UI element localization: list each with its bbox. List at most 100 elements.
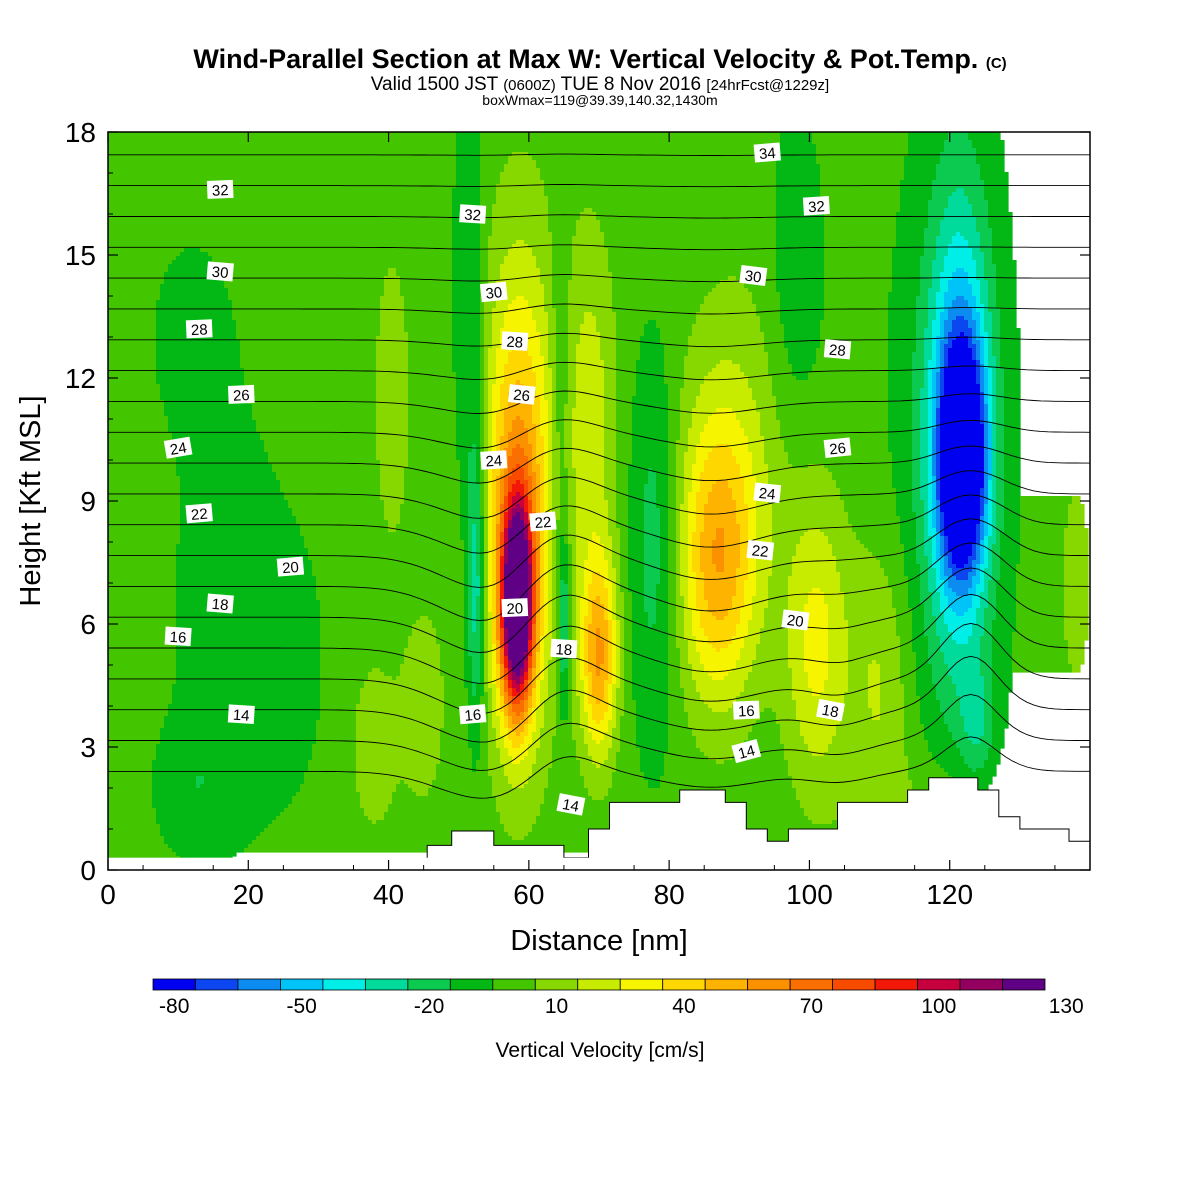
colorbar-swatch	[195, 978, 239, 991]
theta-label: 26	[227, 384, 255, 405]
theta-label: 20	[501, 598, 529, 618]
valid-time: Valid 1500 JST (0600Z) TUE 8 Nov 2016 [2…	[0, 74, 1200, 96]
theta-contour-line	[108, 593, 1090, 684]
theta-contour-line	[108, 470, 1090, 519]
colorbar-swatch	[407, 978, 451, 991]
theta-label-text: 34	[758, 145, 776, 163]
copyright-mark: (C)	[985, 55, 1007, 72]
theta-label: 18	[206, 593, 234, 614]
theta-label-text: 28	[828, 342, 846, 360]
theta-label: 20	[781, 609, 810, 631]
theta-contour-line	[108, 274, 1090, 283]
theta-label: 34	[753, 142, 782, 163]
theta-label: 26	[507, 384, 536, 405]
theta-label: 18	[816, 698, 845, 722]
theta-label: 28	[185, 319, 213, 339]
theta-label-text: 32	[464, 206, 482, 224]
theta-contour-line	[108, 655, 1090, 743]
theta-label: 32	[802, 196, 830, 216]
colorbar-swatch	[619, 978, 664, 991]
colorbar-tick-label: 130	[1049, 995, 1084, 1018]
theta-label: 16	[732, 700, 760, 720]
theta-label-text: 20	[506, 600, 523, 618]
x-tick-label: 120	[926, 879, 973, 910]
theta-contour-line	[108, 622, 1090, 714]
theta-label-text: 30	[744, 268, 763, 287]
theta-label-text: 18	[820, 702, 840, 722]
theta-label: 30	[739, 264, 768, 287]
terrain	[108, 777, 1090, 870]
theta-label-text: 22	[751, 542, 769, 561]
title-text: Wind-Parallel Section at Max W: Vertical…	[193, 44, 979, 74]
theta-label-text: 26	[828, 440, 846, 459]
y-axis-label: Height [Kft MSL]	[15, 395, 47, 606]
colorbar-tick-label: 10	[545, 995, 568, 1018]
colorbar-swatch	[237, 978, 281, 991]
theta-contour-line	[108, 214, 1090, 219]
theta-contour-line	[108, 542, 1090, 621]
theta-label-text: 32	[808, 198, 826, 216]
colorbar-swatch	[364, 978, 409, 991]
theta-contours	[108, 93, 1090, 799]
forecast-info: [24hrFcst@1229z]	[706, 77, 830, 94]
chart-title: Wind-Parallel Section at Max W: Vertical…	[0, 44, 1200, 75]
theta-label-text: 22	[534, 514, 552, 532]
colorbar-swatch	[1002, 978, 1046, 991]
theta-label: 22	[746, 539, 775, 561]
axes: 0 20 40 60 80 100 120 0 3 6 9 12 15 18 Distance [nm] He…	[15, 117, 1091, 957]
colorbar-tick-label: 40	[672, 995, 695, 1018]
theta-contour-labels: 32 32 34 32 30 30 30 28 28 28 26 26 26 24 24 24 22 22 22 20…	[163, 142, 852, 816]
theta-label: 16	[164, 626, 192, 647]
theta-label-text: 24	[169, 439, 188, 459]
colorbar-swatch	[662, 978, 706, 991]
box-info: boxWmax=119@39.39,140.32,1430m	[482, 92, 718, 108]
y-tick-label: 0	[80, 855, 96, 886]
colorbar: -80 -50 -20 10 40 70 100 130 Vertical Velocity […	[152, 978, 1084, 1062]
colorbar-swatch	[534, 978, 579, 991]
x-tick-label: 40	[373, 879, 404, 910]
theta-contour-line	[108, 736, 1090, 799]
theta-contour-line	[108, 390, 1090, 414]
colorbar-tick-label: -20	[414, 995, 444, 1018]
theta-label: 24	[753, 482, 782, 504]
y-tick-label: 18	[65, 117, 96, 148]
y-tick-label: 3	[80, 732, 96, 763]
theta-contour-line	[108, 244, 1090, 251]
theta-contour-line	[108, 518, 1090, 588]
valid-main: Valid 1500 JST	[370, 74, 498, 95]
colorbar-swatch	[577, 978, 621, 991]
theta-label: 32	[206, 179, 234, 200]
theta-contour-line	[108, 361, 1090, 381]
theta-label-text: 18	[211, 596, 229, 614]
theta-label-text: 16	[169, 629, 187, 647]
vertical-velocity-field	[108, 132, 1089, 869]
theta-label: 16	[458, 704, 487, 725]
x-axis-label: Distance [nm]	[510, 925, 687, 957]
theta-label: 26	[823, 437, 852, 459]
ground-base	[108, 857, 1090, 870]
theta-label: 14	[227, 704, 255, 725]
theta-contour-line	[108, 567, 1090, 653]
theta-label: 28	[823, 339, 852, 360]
theta-label: 30	[479, 281, 508, 303]
x-tick-label: 100	[786, 879, 833, 910]
theta-contour-line	[108, 124, 1090, 125]
theta-contour-line	[108, 693, 1090, 771]
theta-label: 22	[185, 503, 213, 524]
theta-label: 24	[163, 436, 193, 459]
theta-label: 18	[550, 638, 578, 659]
y-tick-label: 12	[65, 363, 96, 394]
theta-label: 24	[480, 450, 508, 471]
theta-label-text: 22	[190, 506, 208, 524]
theta-label: 14	[556, 793, 586, 816]
theta-contour-line	[108, 93, 1090, 94]
theta-label-text: 18	[555, 641, 573, 659]
theta-label-text: 14	[232, 707, 250, 725]
x-tick-label: 20	[233, 879, 264, 910]
theta-label-text: 20	[281, 559, 299, 577]
theta-label-text: 16	[464, 707, 482, 725]
colorbar-swatch	[747, 978, 791, 991]
y-tick-label: 9	[80, 486, 96, 517]
colorbar-label: Vertical Velocity [cm/s]	[496, 1039, 705, 1062]
